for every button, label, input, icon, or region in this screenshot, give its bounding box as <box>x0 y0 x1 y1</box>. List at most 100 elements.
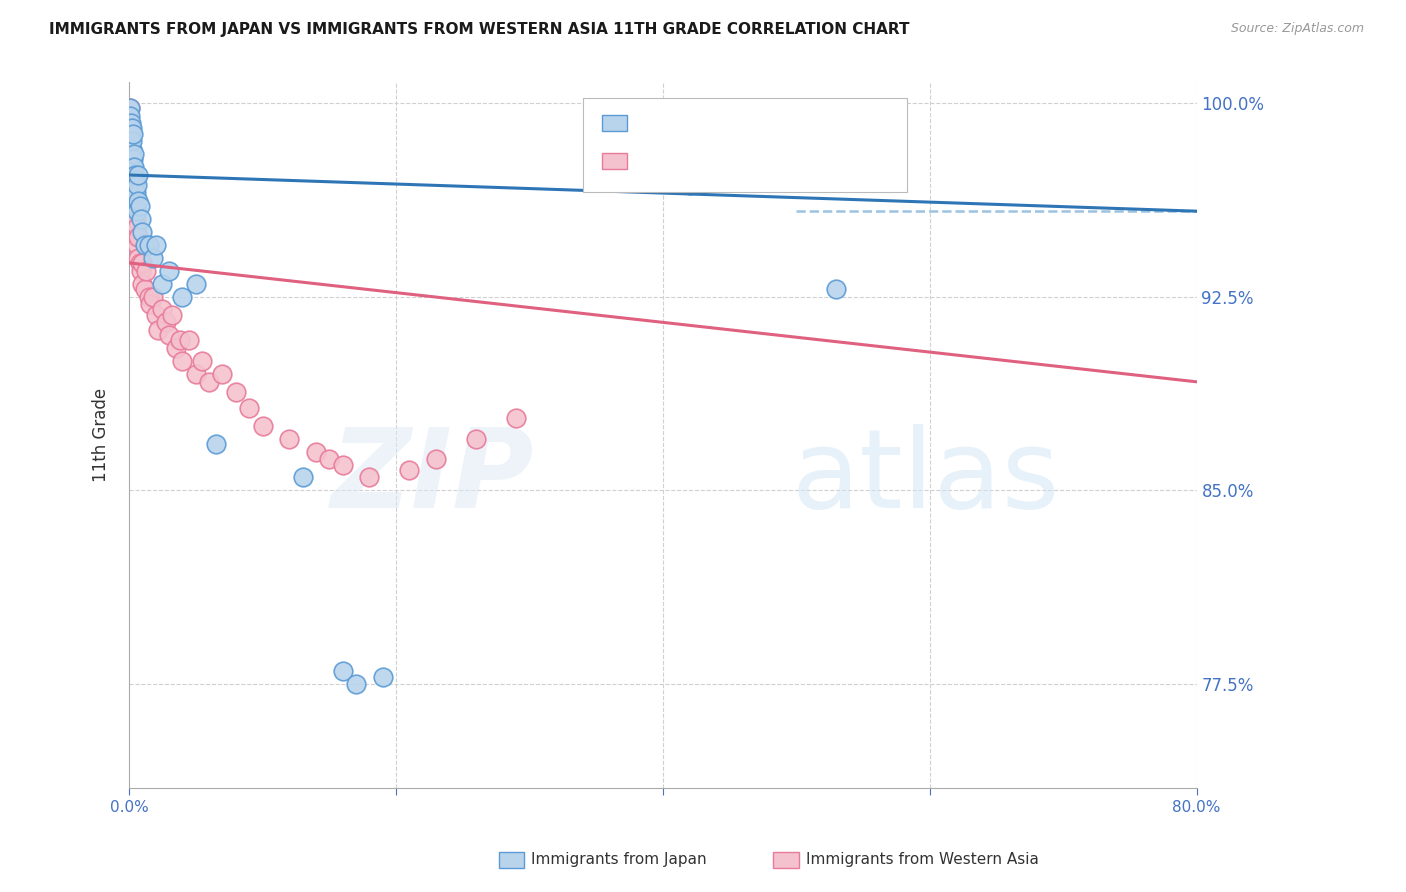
Text: ZIP: ZIP <box>332 424 534 531</box>
Point <box>124 199 146 213</box>
Point <box>121 168 143 182</box>
Point <box>152 277 174 291</box>
Point <box>124 219 146 234</box>
Point <box>121 134 143 148</box>
Text: 61: 61 <box>772 152 794 169</box>
Point <box>125 199 148 213</box>
Point <box>121 121 143 136</box>
Point <box>425 452 447 467</box>
Point <box>129 263 152 277</box>
Point <box>122 153 145 167</box>
Point <box>825 282 848 296</box>
Point <box>122 147 145 161</box>
Text: IMMIGRANTS FROM JAPAN VS IMMIGRANTS FROM WESTERN ASIA 11TH GRADE CORRELATION CHA: IMMIGRANTS FROM JAPAN VS IMMIGRANTS FROM… <box>49 22 910 37</box>
Point <box>252 418 274 433</box>
Point <box>179 334 201 348</box>
Point <box>145 237 167 252</box>
Point <box>134 237 156 252</box>
Point <box>120 160 142 174</box>
Text: Immigrants from Western Asia: Immigrants from Western Asia <box>806 853 1039 867</box>
Point <box>122 199 145 213</box>
Point <box>120 127 142 141</box>
Text: R =: R = <box>638 152 675 169</box>
Point <box>128 256 150 270</box>
Point <box>121 186 143 200</box>
Point <box>127 178 149 193</box>
Point <box>121 173 143 187</box>
Point <box>172 354 194 368</box>
Point <box>157 328 180 343</box>
Point <box>120 173 142 187</box>
Point <box>118 101 141 115</box>
Point <box>127 194 149 208</box>
Point <box>465 432 488 446</box>
Point <box>120 108 142 122</box>
Point <box>122 173 145 187</box>
Point <box>148 323 170 337</box>
Point <box>121 134 143 148</box>
Point <box>678 178 700 193</box>
Text: N =: N = <box>742 113 779 131</box>
Point <box>305 444 328 458</box>
Point <box>152 302 174 317</box>
Point <box>125 211 148 226</box>
Point <box>122 194 145 208</box>
Point <box>278 432 301 446</box>
Point <box>120 147 142 161</box>
Point <box>127 219 149 234</box>
Text: R =: R = <box>638 113 675 131</box>
Point <box>165 341 187 355</box>
Point <box>120 121 142 136</box>
Point <box>371 669 394 683</box>
Point <box>135 263 157 277</box>
Point <box>169 334 191 348</box>
Point <box>139 297 162 311</box>
Point <box>120 160 142 174</box>
Point <box>122 186 145 200</box>
Point <box>145 308 167 322</box>
Point <box>124 168 146 182</box>
Point <box>838 160 860 174</box>
Y-axis label: 11th Grade: 11th Grade <box>93 388 110 482</box>
Point <box>121 204 143 219</box>
Point <box>204 437 226 451</box>
Point <box>125 230 148 244</box>
Point <box>184 277 207 291</box>
Point <box>505 411 527 425</box>
Point <box>138 237 160 252</box>
Point <box>134 282 156 296</box>
Point <box>127 237 149 252</box>
Point <box>238 401 260 415</box>
Point <box>138 289 160 303</box>
Point <box>124 186 146 200</box>
Point <box>191 354 214 368</box>
Point <box>125 186 148 200</box>
Point <box>291 470 314 484</box>
Point <box>121 153 143 167</box>
Point <box>120 127 142 141</box>
Point <box>184 367 207 381</box>
Point <box>198 375 221 389</box>
Point <box>131 256 153 270</box>
Point <box>118 101 141 115</box>
Point <box>122 211 145 226</box>
Point <box>122 160 145 174</box>
Point <box>225 385 247 400</box>
Point <box>157 263 180 277</box>
Point <box>120 134 142 148</box>
Text: N =: N = <box>742 152 779 169</box>
Point <box>131 225 153 239</box>
Point <box>359 470 381 484</box>
Point <box>127 168 149 182</box>
Point <box>332 458 354 472</box>
Text: Immigrants from Japan: Immigrants from Japan <box>531 853 707 867</box>
Text: -0.019: -0.019 <box>666 113 725 131</box>
Point <box>124 160 146 174</box>
Point <box>142 289 165 303</box>
Point <box>120 116 142 130</box>
Point <box>332 665 354 679</box>
Point <box>155 315 177 329</box>
Point <box>172 289 194 303</box>
Point <box>120 147 142 161</box>
Point <box>318 452 340 467</box>
